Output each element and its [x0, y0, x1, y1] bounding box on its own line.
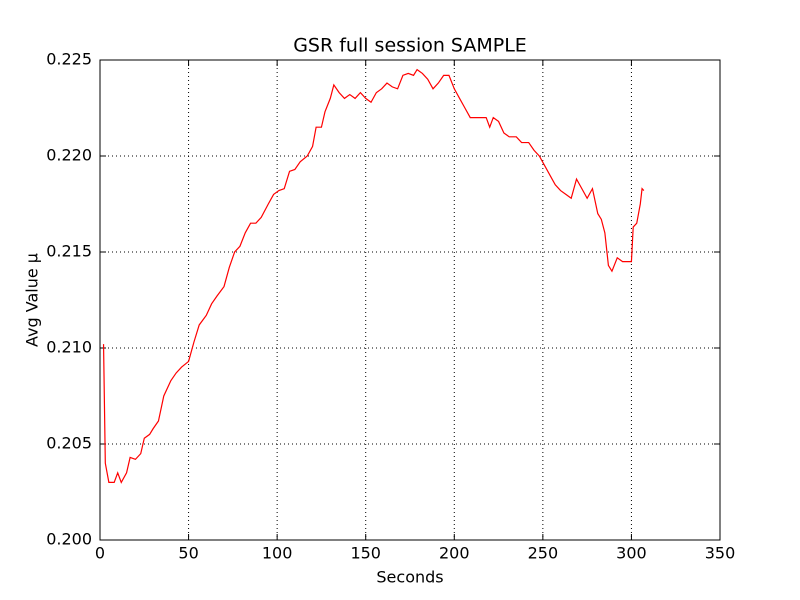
- x-tick-label: 200: [439, 544, 470, 563]
- x-tick-label: 250: [528, 544, 559, 563]
- y-tick-label: 0.215: [46, 242, 92, 261]
- y-tick-label: 0.210: [46, 338, 92, 357]
- x-tick-label: 100: [262, 544, 293, 563]
- chart-title: GSR full session SAMPLE: [293, 35, 527, 57]
- x-axis-label: Seconds: [376, 568, 443, 587]
- y-tick-label: 0.200: [46, 530, 92, 549]
- y-axis-label: Avg Value µ: [23, 253, 42, 347]
- x-tick-label: 350: [705, 544, 736, 563]
- x-tick-label: 0: [95, 544, 105, 563]
- x-tick-label: 150: [350, 544, 381, 563]
- x-tick-label: 300: [616, 544, 647, 563]
- data-line: [102, 68, 645, 484]
- y-tick-label: 0.220: [46, 146, 92, 165]
- y-tick-label: 0.225: [46, 50, 92, 69]
- plot-frame: [99, 59, 721, 541]
- y-tick-label: 0.205: [46, 434, 92, 453]
- x-tick-label: 50: [178, 544, 198, 563]
